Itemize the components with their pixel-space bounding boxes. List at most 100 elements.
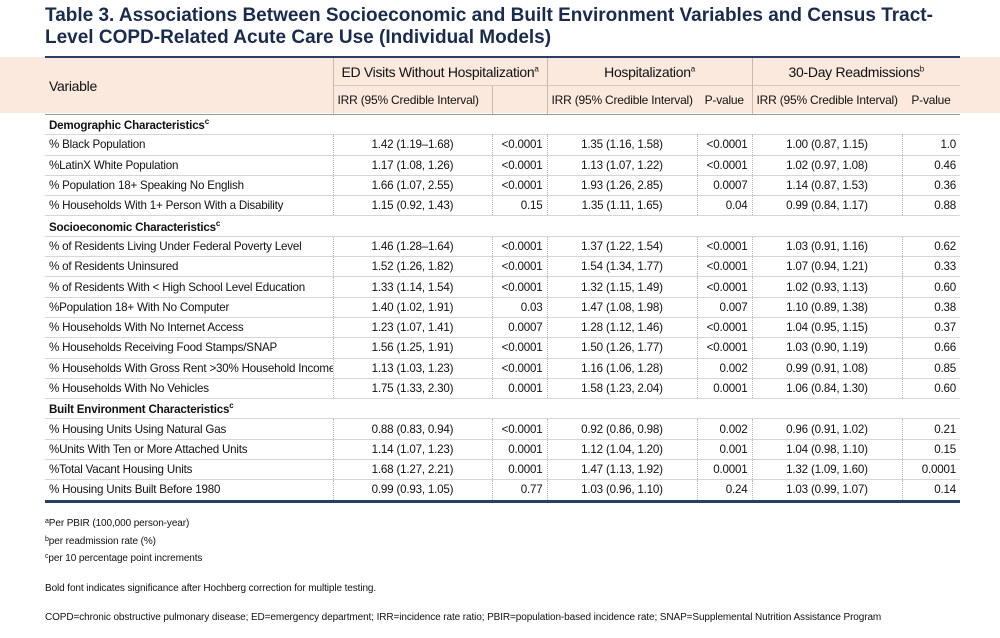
value-cell: 1.28 (1.12, 1.46) bbox=[546, 317, 697, 339]
value-cell: 0.03 bbox=[491, 297, 547, 318]
footnote-text: Per PBIR (100,000 person-year) bbox=[48, 518, 190, 529]
variable-cell: % Households With No Vehicles bbox=[45, 378, 333, 400]
value-cell: 1.46 (1.28–1.64) bbox=[332, 236, 492, 258]
value-cell: 1.52 (1.26, 1.82) bbox=[332, 256, 492, 278]
value-cell: 0.007 bbox=[696, 297, 752, 318]
footnote-mark: a bbox=[45, 518, 49, 525]
section-row: Demographic Characteristicsc bbox=[45, 114, 960, 136]
value-cell: 1.03 (0.91, 1.16) bbox=[751, 236, 902, 258]
value-cell: 0.002 bbox=[696, 358, 752, 379]
value-cell: 1.13 (1.03, 1.23) bbox=[332, 358, 492, 379]
note: COPD=chronic obstructive pulmonary disea… bbox=[45, 612, 882, 623]
value-cell: 1.68 (1.27, 2.21) bbox=[332, 459, 492, 481]
value-cell: 0.46 bbox=[901, 155, 960, 176]
value-cell: 0.62 bbox=[901, 236, 960, 258]
value-cell: <0.0001 bbox=[491, 256, 547, 278]
value-cell: 1.07 (0.94, 1.21) bbox=[751, 256, 902, 278]
value-cell: 1.06 (0.84, 1.30) bbox=[751, 378, 902, 400]
results-table: Variable ED Visits Without Hospitalizatio… bbox=[45, 56, 960, 503]
section-title: Socioeconomic Characteristicsc bbox=[45, 215, 960, 237]
value-cell: 1.17 (1.08, 1.26) bbox=[332, 155, 492, 176]
value-cell: 1.32 (1.15, 1.49) bbox=[546, 276, 697, 298]
subheader-empty bbox=[491, 85, 547, 115]
value-cell: 1.00 (0.87, 1.15) bbox=[751, 134, 902, 156]
section-row: Socioeconomic Characteristicsc bbox=[45, 215, 960, 237]
value-cell: 0.96 (0.91, 1.02) bbox=[751, 418, 902, 440]
header-group-label: Hospitalization bbox=[604, 63, 691, 80]
value-cell: 0.0001 bbox=[696, 378, 752, 400]
subheader: IRR (95% Credible Interval) bbox=[546, 85, 697, 115]
value-cell: 0.92 (0.86, 0.98) bbox=[546, 418, 697, 440]
value-cell: 1.14 (0.87, 1.53) bbox=[751, 175, 902, 197]
value-cell: 1.15 (0.92, 1.43) bbox=[332, 195, 492, 217]
footnote: aPer PBIR (100,000 person-year) bbox=[45, 514, 881, 532]
variable-cell: % Black Population bbox=[45, 134, 333, 156]
value-cell: 0.15 bbox=[491, 195, 547, 217]
value-cell: 1.35 (1.16, 1.58) bbox=[546, 134, 697, 156]
value-cell: <0.0001 bbox=[491, 418, 547, 440]
data-row: % Households With 1+ Person With a Disab… bbox=[45, 195, 960, 217]
section-sup: c bbox=[229, 401, 234, 411]
header-group: Hospitalizationa bbox=[546, 56, 752, 86]
header-group: ED Visits Without Hospitalizationa bbox=[332, 56, 547, 86]
value-cell: <0.0001 bbox=[696, 236, 752, 258]
variable-cell: % of Residents Uninsured bbox=[45, 256, 333, 278]
variable-cell: % Population 18+ Speaking No English bbox=[45, 175, 333, 197]
section-title-text: Built Environment Characteristics bbox=[49, 403, 230, 417]
value-cell: 1.14 (1.07, 1.23) bbox=[332, 439, 492, 461]
value-cell: 1.66 (1.07, 2.55) bbox=[332, 175, 492, 197]
value-cell: 1.75 (1.33, 2.30) bbox=[332, 378, 492, 400]
value-cell: 0.85 bbox=[901, 358, 960, 379]
value-cell: 0.0001 bbox=[901, 459, 960, 481]
section-sup: c bbox=[215, 218, 221, 228]
section-title-text: Demographic Characteristics bbox=[49, 119, 205, 133]
value-cell: 1.02 (0.97, 1.08) bbox=[751, 155, 902, 176]
value-cell: 0.001 bbox=[696, 439, 752, 461]
value-cell: 0.60 bbox=[901, 378, 960, 400]
footnote: bper readmission rate (%) bbox=[45, 532, 881, 550]
value-cell: <0.0001 bbox=[491, 236, 547, 258]
value-cell: 0.0001 bbox=[491, 378, 547, 400]
variable-cell: % Households With 1+ Person With a Disab… bbox=[45, 195, 333, 217]
value-cell: <0.0001 bbox=[491, 358, 547, 379]
data-row: % Black Population 1.42 (1.19–1.68) <0.000… bbox=[45, 134, 960, 156]
value-cell: 0.0001 bbox=[696, 459, 752, 481]
value-cell: 0.15 bbox=[901, 439, 960, 461]
value-cell: <0.0001 bbox=[696, 317, 752, 339]
value-cell: 0.0007 bbox=[491, 317, 547, 339]
variable-cell: %Total Vacant Housing Units bbox=[45, 459, 333, 481]
variable-cell: % Households With No Internet Access bbox=[45, 317, 333, 339]
value-cell: 0.99 (0.84, 1.17) bbox=[751, 195, 902, 217]
value-cell: 1.33 (1.14, 1.54) bbox=[332, 276, 492, 298]
data-row: % of Residents With < High School Level … bbox=[45, 276, 960, 298]
value-cell: 0.04 bbox=[696, 195, 752, 217]
header-group-label: ED Visits Without Hospitalization bbox=[341, 63, 535, 80]
value-cell: 0.21 bbox=[901, 418, 960, 440]
value-cell: 1.37 (1.22, 1.54) bbox=[546, 236, 697, 258]
value-cell: 1.23 (1.07, 1.41) bbox=[332, 317, 492, 339]
header-variable: Variable bbox=[45, 56, 333, 115]
value-cell: 0.002 bbox=[696, 418, 752, 440]
value-cell: <0.0001 bbox=[491, 175, 547, 197]
table-title: Table 3. Associations Between Socioecono… bbox=[45, 5, 933, 48]
section-row: Built Environment Characteristicsc bbox=[45, 398, 960, 420]
value-cell: 0.0007 bbox=[696, 175, 752, 197]
value-cell: 1.04 (0.95, 1.15) bbox=[751, 317, 902, 339]
value-cell: 0.99 (0.91, 1.08) bbox=[751, 358, 902, 379]
value-cell: <0.0001 bbox=[696, 134, 752, 156]
value-cell: 0.14 bbox=[901, 479, 960, 503]
data-row: %LatinX White Population 1.17 (1.08, 1.26… bbox=[45, 155, 960, 176]
value-cell: 1.03 (0.99, 1.07) bbox=[751, 479, 902, 503]
footnote-mark: b bbox=[45, 535, 49, 543]
footnote-text: per 10 percentage point increments bbox=[48, 553, 203, 564]
value-cell: 1.03 (0.90, 1.19) bbox=[751, 337, 902, 359]
value-cell: <0.0001 bbox=[491, 276, 547, 298]
value-cell: 1.56 (1.25, 1.91) bbox=[332, 337, 492, 359]
value-cell: 1.35 (1.11, 1.65) bbox=[546, 195, 697, 217]
footnote-text: per readmission rate (%) bbox=[48, 535, 156, 547]
data-row: % Population 18+ Speaking No English 1.66… bbox=[45, 175, 960, 197]
value-cell: 1.04 (0.98, 1.10) bbox=[751, 439, 902, 461]
section-sup: c bbox=[204, 117, 209, 127]
subheader: IRR (95% Credible Interval) bbox=[332, 85, 492, 115]
